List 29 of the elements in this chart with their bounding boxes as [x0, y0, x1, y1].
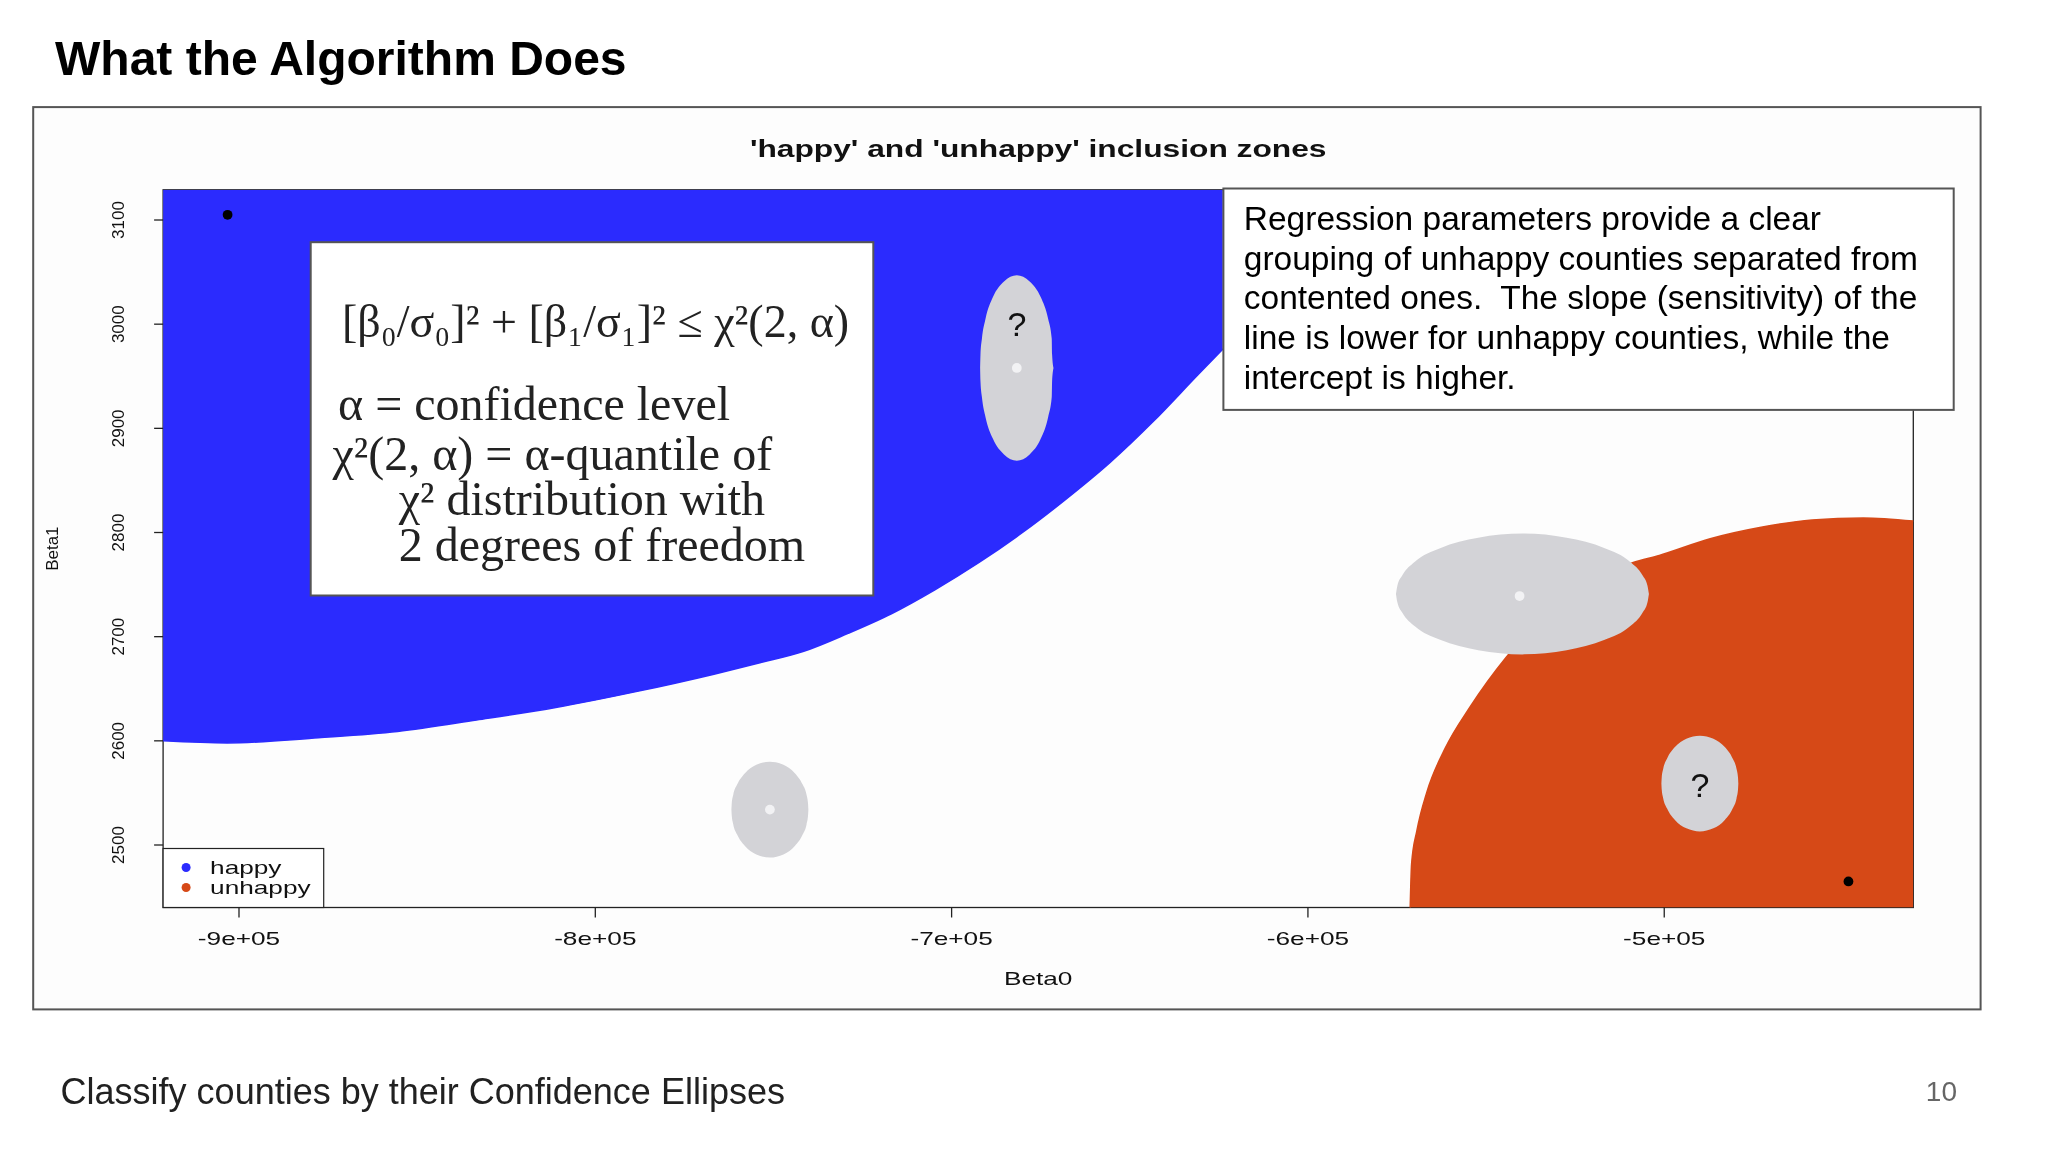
x-axis-title: Beta0: [1003, 967, 1073, 990]
y-tick-label: 2800: [108, 513, 128, 552]
x-tick-label: -5e+05: [1623, 927, 1706, 950]
x-tick-label: -6e+05: [1266, 927, 1350, 950]
y-tick-label: 2900: [108, 409, 128, 448]
y-tick-label: 3100: [108, 201, 128, 239]
point: [1514, 591, 1525, 601]
annotation: [β₀/σ₀]² + [β₁/σ₁]² ≤ χ²(2, α): [342, 296, 850, 347]
annotation: ?: [1690, 765, 1710, 804]
chart-subtitle: 'happy' and 'unhappy' inclusion zones: [749, 136, 1327, 162]
x-tick-label: -9e+05: [197, 927, 281, 950]
x-tick-label: -7e+05: [910, 927, 993, 950]
point: [1011, 363, 1022, 373]
chart-title: What the Algorithm Does: [55, 31, 627, 85]
point: [765, 804, 775, 815]
y-axis-title: Beta1: [43, 526, 62, 571]
text: Classify counties by their Confidence Ellipses: [60, 1071, 785, 1112]
annotation: ?: [1007, 305, 1027, 343]
y-tick-label: 2500: [108, 826, 128, 864]
point: [222, 209, 233, 220]
legend-label: happy: [210, 856, 283, 878]
x-tick-label: -8e+05: [554, 927, 637, 950]
y-tick-label: 2700: [108, 617, 128, 656]
y-tick-label: 3000: [108, 305, 128, 344]
annotation: α = confidence level: [338, 377, 731, 430]
point: [1843, 876, 1854, 887]
annotation: Regression parameters provide a clear grouping of unhappy counties separated from contented ones. The slope (sensitivity) of the line is lower for unhappy counties, while the intercept is higher.: [1243, 199, 1918, 396]
text: 10: [1925, 1076, 1957, 1107]
y-tick-label: 2600: [108, 721, 128, 760]
